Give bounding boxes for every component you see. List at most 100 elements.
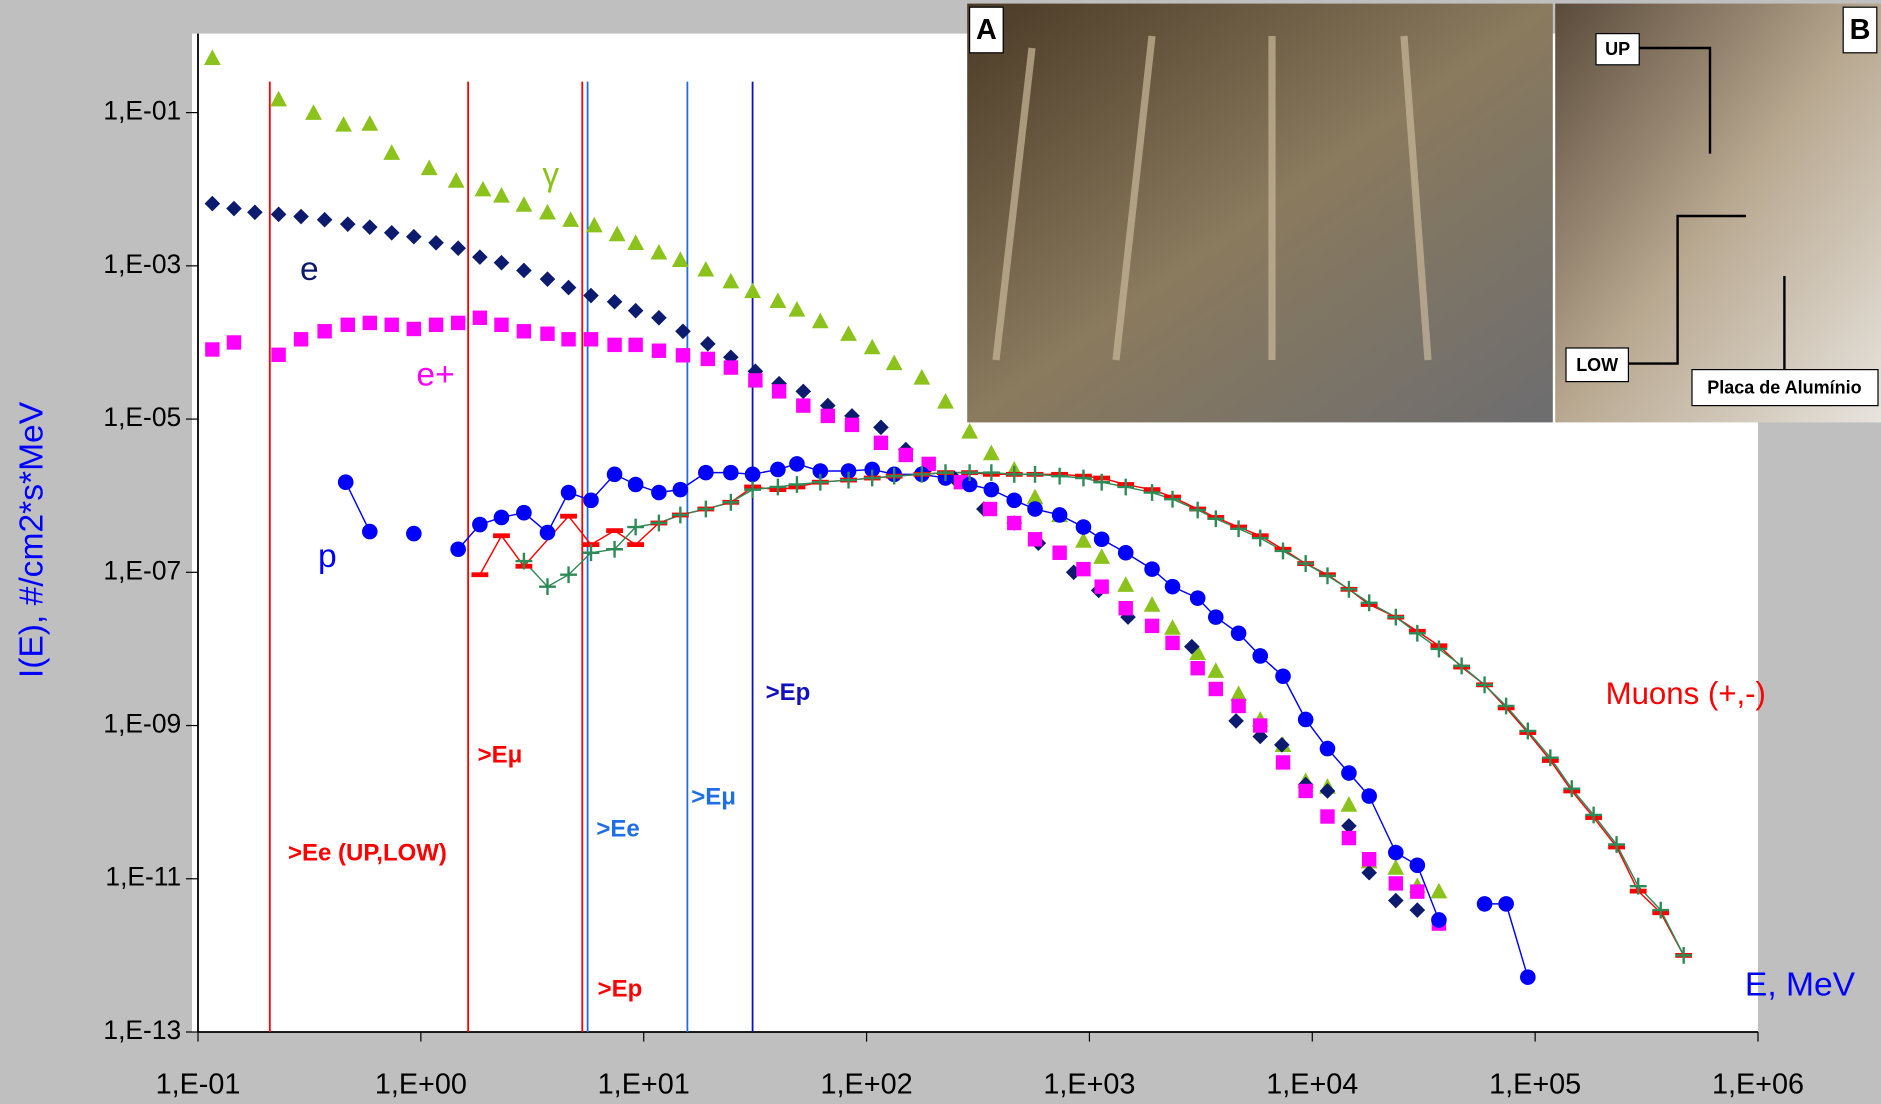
triangle-marker [447,172,465,188]
circle-marker [723,464,739,481]
circle-marker [1297,711,1314,728]
plus-marker [1026,465,1044,483]
square-marker [205,342,220,357]
plus-marker [1207,510,1225,528]
square-marker [516,324,532,339]
plus-marker [1340,580,1358,598]
diamond-marker [428,234,444,251]
plus-marker [1519,722,1537,740]
plus-marker [539,578,556,596]
diamond-marker [1361,864,1377,881]
triangle-marker [671,251,689,267]
square-marker [1094,579,1109,594]
circle-marker [1388,844,1404,861]
y-tick-label: 1,E-13 [103,1015,181,1045]
triangle-marker [788,301,806,317]
plus-marker [788,476,806,493]
plus-marker [1387,608,1405,626]
x-tick-label: 1,E+05 [1489,1069,1581,1101]
photo-a [967,3,1553,423]
plus-marker [1297,555,1315,572]
triangle-marker [1093,548,1111,564]
diamond-marker [560,279,577,296]
plus-marker [1251,529,1269,547]
diamond-marker [1319,783,1336,799]
circle-marker [983,481,1000,498]
square-marker [1388,876,1404,891]
circle-marker [627,476,644,493]
plus-marker [1075,469,1092,487]
triangle-marker [627,234,645,250]
triangle-marker [335,116,352,132]
plus-marker [982,464,1000,482]
diamond-marker [1388,892,1404,909]
circle-marker [961,476,978,493]
triangle-marker [744,282,761,299]
label-box [1842,6,1878,54]
square-marker [472,310,488,325]
plus-marker [1005,465,1023,483]
circle-marker [1252,648,1269,664]
circle-marker [789,456,805,472]
plus-marker [1563,780,1581,798]
square-marker [1231,698,1246,714]
circle-marker [406,525,422,542]
square-marker [982,501,998,517]
square-marker [450,315,466,331]
square-marker [771,384,787,399]
label-box [969,6,1004,54]
circle-marker [770,461,786,478]
x-tick-label: 1,E+03 [1043,1069,1135,1101]
plus-marker [1652,901,1670,919]
circle-marker [1230,625,1247,642]
plus-marker [1408,624,1426,642]
square-marker [428,317,444,333]
triangle-marker [305,104,322,120]
circle-marker [1319,740,1336,757]
x-tick-label: 1,E+01 [598,1069,690,1101]
triangle-marker [982,444,1000,461]
circle-marker [812,463,829,479]
circle-marker [361,523,378,540]
circle-marker [1341,765,1357,781]
circle-marker [1361,788,1377,804]
threshold-label: >Ee [596,816,639,843]
circle-marker [1093,531,1110,548]
plus-marker [1093,473,1111,491]
triangle-marker [1075,532,1092,548]
square-marker [1341,830,1357,846]
plus-marker [885,467,903,485]
threshold-label: >Ep [598,975,643,1002]
square-marker [1144,618,1160,634]
y-tick-label: 1,E-09 [103,709,181,739]
triangle-marker [1340,796,1358,812]
square-marker [723,360,739,375]
square-marker [873,435,889,451]
label-box [1691,368,1879,407]
square-marker [898,447,914,463]
circle-marker [1164,578,1181,595]
y-tick-label: 1,E-07 [103,555,181,585]
circle-marker [744,466,761,483]
square-marker [340,317,355,333]
plus-marker [1476,676,1493,694]
plus-marker [1629,877,1647,895]
threshold-label: >Eμ [691,783,736,810]
x-tick-label: 1,E+04 [1266,1069,1358,1101]
square-marker [1361,852,1377,867]
square-marker [583,332,599,347]
square-marker [406,321,422,337]
threshold-label: >Ep [766,679,811,706]
plus-marker [1497,697,1515,715]
plus-marker [1541,749,1559,767]
circle-marker [1027,501,1043,517]
plus-marker [1164,490,1181,508]
plus-marker [671,506,689,524]
diamond-marker [339,216,356,232]
diamond-marker [651,309,667,326]
triangle-marker [585,216,603,233]
triangle-marker [1387,859,1405,875]
y-axis-label: I(E), #/cm2*s*MeV [13,401,50,678]
dash-marker [606,528,623,534]
circle-marker [1207,609,1224,625]
